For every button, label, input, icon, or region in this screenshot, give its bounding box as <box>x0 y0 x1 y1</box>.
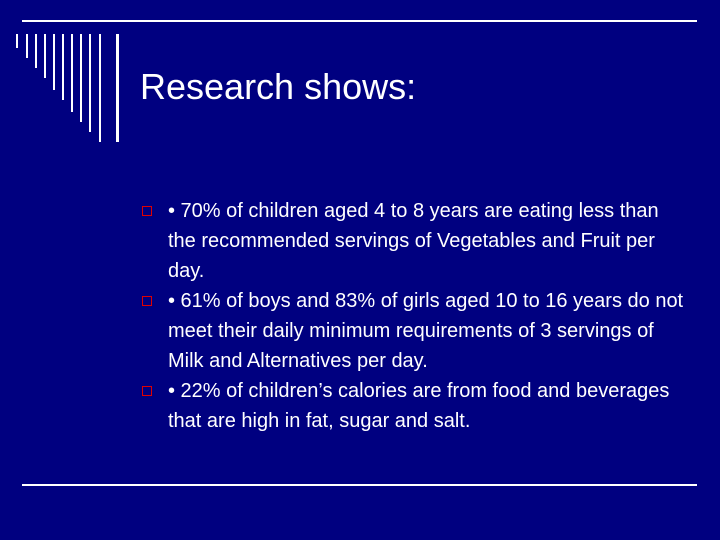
slide-title: Research shows: <box>140 66 417 107</box>
bullet-text: • 22% of children’s calories are from fo… <box>168 380 670 432</box>
hollow-square-icon <box>142 206 152 216</box>
stripe <box>26 34 28 58</box>
bullet-item: • 61% of boys and 83% of girls aged 10 t… <box>140 286 685 376</box>
decorative-stripes <box>16 34 126 142</box>
hollow-square-icon <box>142 386 152 396</box>
stripe <box>53 34 55 90</box>
bullet-text: • 70% of children aged 4 to 8 years are … <box>168 200 659 282</box>
bullet-text: • 61% of boys and 83% of girls aged 10 t… <box>168 290 684 372</box>
hollow-square-icon <box>142 296 152 306</box>
bullet-item: • 70% of children aged 4 to 8 years are … <box>140 196 685 286</box>
bottom-divider <box>22 484 697 486</box>
stripe <box>80 34 82 122</box>
stripe <box>44 34 46 78</box>
stripe <box>99 34 101 142</box>
stripe <box>71 34 73 112</box>
stripe <box>35 34 37 68</box>
bullet-item: • 22% of children’s calories are from fo… <box>140 376 685 436</box>
stripe <box>89 34 91 132</box>
top-divider <box>22 20 697 22</box>
bullet-list: • 70% of children aged 4 to 8 years are … <box>140 196 685 436</box>
stripe <box>16 34 18 48</box>
stripe <box>116 34 119 142</box>
stripe <box>62 34 64 100</box>
